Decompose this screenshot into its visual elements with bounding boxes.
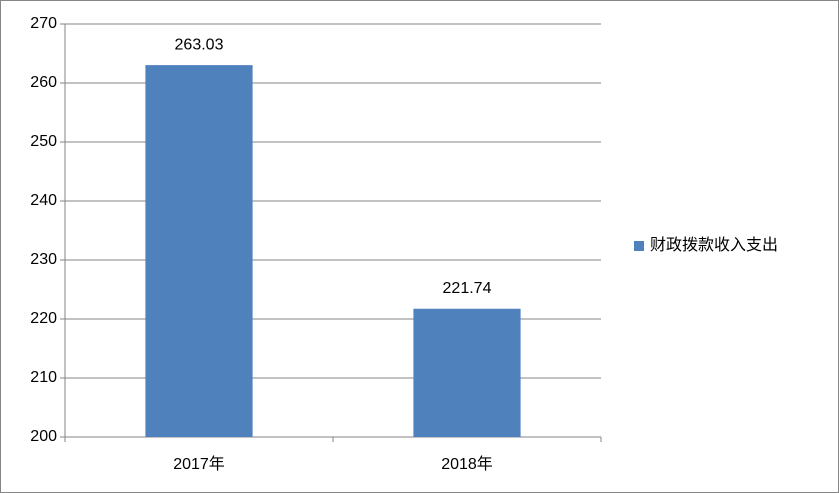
x-tick-label: 2017年 — [173, 455, 225, 473]
legend-label: 财政拨款收入支出 — [650, 236, 778, 254]
y-tick-label: 240 — [30, 192, 57, 209]
bar — [145, 65, 253, 438]
bar — [413, 308, 521, 437]
y-tick-label: 260 — [30, 74, 57, 91]
y-tick-label: 250 — [30, 133, 57, 150]
data-label: 263.03 — [175, 36, 224, 53]
y-tick-label: 270 — [30, 15, 57, 32]
y-tick-label: 210 — [30, 369, 57, 386]
legend-swatch — [634, 241, 644, 251]
y-tick-label: 220 — [30, 310, 57, 327]
y-tick-label: 230 — [30, 251, 57, 268]
data-label: 221.74 — [443, 280, 492, 297]
x-tick-label: 2018年 — [441, 455, 493, 473]
y-tick-label: 200 — [30, 428, 57, 445]
